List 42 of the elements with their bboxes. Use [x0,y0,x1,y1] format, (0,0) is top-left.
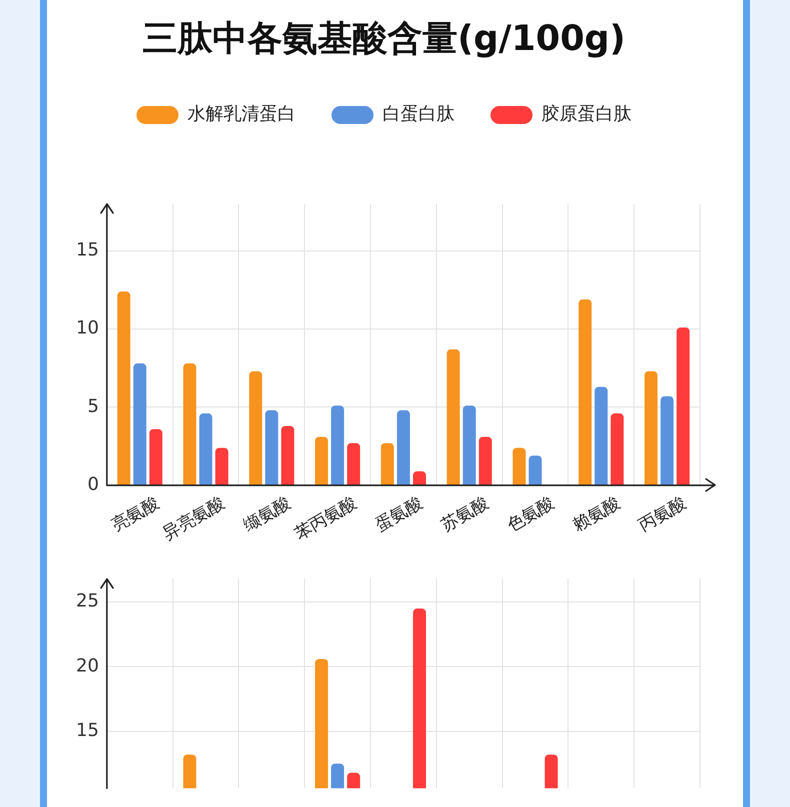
x-tick-label: 色氨酸 [504,493,558,536]
bar [331,406,344,485]
bar [133,363,146,485]
y-tick-label: 25 [76,590,99,612]
legend-label: 胶原蛋白肽 [542,104,632,125]
y-tick-label: 5 [87,396,99,417]
bar [199,413,212,485]
x-tick-label: 赖氨酸 [570,493,624,536]
bar [117,292,130,485]
x-tick-label: 苏氨酸 [438,493,492,536]
bar [412,471,426,485]
legend-label: 白蛋白肽 [382,104,454,125]
bar [281,426,294,485]
bar [380,443,394,485]
bar [462,406,476,485]
legend-label: 水解乳清蛋白 [188,104,296,125]
bar [610,413,624,485]
y-tick-label: 0 [87,474,99,496]
bar [478,436,492,485]
bar [347,443,360,485]
bar [183,363,196,485]
bar [512,448,526,485]
bar [676,327,690,485]
x-tick-label: 蛋氨酸 [372,493,426,536]
bar [315,436,328,485]
bar [594,386,608,485]
bar [215,448,228,485]
bar [644,371,658,485]
bar [528,456,542,485]
bar [149,429,162,485]
bar [578,299,592,485]
x-tick-label: 丙氨酸 [636,493,690,536]
y-tick-label: 10 [76,318,99,339]
bar [660,396,674,485]
bar [396,410,410,485]
y-tick-label: 20 [76,655,99,676]
y-tick-label: 15 [76,720,99,741]
chart-title: 三肽中各氨基酸含量(g/100g) [142,19,626,60]
bar [446,349,460,485]
y-tick-label: 15 [76,240,99,261]
bar [249,371,262,485]
bar [265,410,278,485]
